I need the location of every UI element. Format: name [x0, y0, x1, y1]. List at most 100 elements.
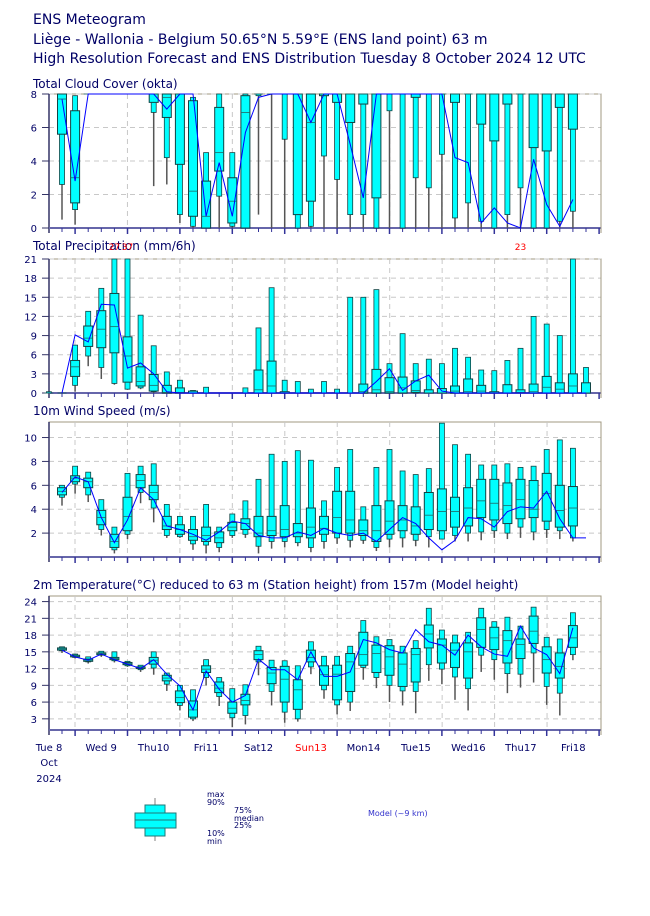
ens-box [332, 466, 343, 544]
ens-box [410, 474, 421, 547]
y-tick-label: 9 [31, 681, 37, 692]
ens-box [423, 607, 434, 681]
y-tick-label: 2 [31, 529, 37, 540]
panel-title: 10m Wind Speed (m/s) [33, 404, 171, 418]
box-p10-p90 [294, 381, 301, 394]
box-p25-p75 [266, 360, 277, 394]
box-p25-p75 [227, 521, 238, 532]
box-p25-p75 [161, 515, 172, 531]
ens-box [214, 93, 225, 228]
box-p25-p75 [319, 515, 329, 535]
box-p10-p90 [438, 422, 445, 540]
ens-box [279, 461, 290, 548]
ens-box [135, 314, 146, 390]
ens-box [436, 422, 447, 540]
ens-box [554, 93, 565, 228]
box-p25-p75 [515, 638, 526, 660]
ens-box [528, 465, 539, 541]
box-p25-p75 [423, 491, 434, 531]
box-p10-p90 [321, 93, 327, 157]
ens-box [174, 684, 185, 711]
box-p25-p75 [174, 690, 185, 704]
box-p25-p75 [397, 652, 408, 687]
box-p25-p75 [567, 93, 578, 130]
box-p25-p75 [214, 681, 225, 694]
box-p25-p75 [83, 325, 94, 347]
box-p25-p75 [476, 384, 487, 394]
day-label: Sun13 [295, 743, 327, 754]
ens-box [240, 93, 251, 229]
panel-0: Total Cloud Cover (okta) 0 2 4 6 8 [31, 77, 602, 235]
box-p10-p90 [530, 316, 537, 394]
ens-box [240, 684, 251, 725]
y-tick-label: 24 [24, 598, 37, 609]
box-p25-p75 [423, 624, 434, 649]
box-p25-p75 [528, 480, 539, 519]
box-p10-p90 [556, 93, 563, 222]
y-tick-label: 21 [24, 614, 37, 625]
box-p10-p90 [491, 370, 498, 394]
day-label: Thu17 [504, 743, 537, 754]
box-p25-p75 [502, 630, 513, 664]
ens-box [541, 636, 552, 705]
box-p25-p75 [371, 93, 382, 199]
hres-line [61, 93, 574, 229]
box-p25-p75 [201, 180, 212, 229]
y-tick-label: 3 [31, 370, 37, 381]
ens-box [384, 449, 395, 548]
box-p10-p90 [242, 387, 249, 394]
box-p10-p90 [255, 478, 262, 547]
ens-box [44, 391, 54, 394]
box-p25-p75 [279, 505, 290, 538]
box-p25-p75 [345, 653, 356, 692]
box-p10-p90 [347, 296, 354, 394]
outlier-label: 37 [122, 243, 133, 253]
ens-box [332, 93, 343, 228]
ens-box [305, 459, 316, 553]
box-p25-p75 [148, 373, 159, 392]
box-p25-p75 [292, 93, 303, 216]
ens-box [410, 640, 421, 714]
box-p10-p90 [281, 461, 288, 542]
legend-model: Model (~9 km) [368, 809, 428, 818]
ens-box [463, 93, 473, 228]
hres-line [61, 625, 574, 712]
box-p25-p75 [266, 666, 277, 685]
legend-p25: 25% [234, 821, 252, 830]
box-p25-p75 [567, 486, 578, 527]
box-p10-p90 [334, 388, 341, 394]
y-tick-label: 6 [31, 124, 37, 135]
ens-box [292, 93, 303, 229]
ens-box [450, 347, 460, 394]
box-p10-p90 [268, 453, 275, 542]
box-p25-p75 [502, 93, 513, 105]
box-p10-p90 [452, 444, 458, 536]
box-p10-p90 [137, 314, 144, 389]
box-p10-p90 [124, 258, 131, 390]
box-p25-p75 [450, 93, 460, 103]
ens-box [463, 453, 474, 542]
box-p25-p75 [436, 638, 447, 664]
day-label: Mon14 [347, 743, 381, 754]
box-p10-p90 [517, 347, 524, 394]
box-p25-p75 [161, 384, 172, 394]
box-p10-p90 [504, 93, 511, 215]
box-p25-p75 [554, 93, 565, 108]
y-tick-label: 12 [24, 665, 37, 676]
ens-box [463, 631, 474, 711]
box-p25-p75 [384, 645, 395, 676]
box-p25-p75 [463, 642, 474, 679]
box-p10-p90 [281, 379, 288, 394]
ens-box [253, 645, 264, 676]
box-p25-p75 [70, 359, 81, 377]
ens-box [567, 612, 578, 661]
box-p10-p90 [425, 93, 432, 189]
box-p25-p75 [292, 523, 303, 538]
box-p10-p90 [517, 93, 524, 189]
box-p25-p75 [410, 506, 421, 535]
legend-median: median [234, 814, 264, 823]
box-p10-p90 [399, 93, 406, 229]
box-p25-p75 [266, 515, 277, 536]
